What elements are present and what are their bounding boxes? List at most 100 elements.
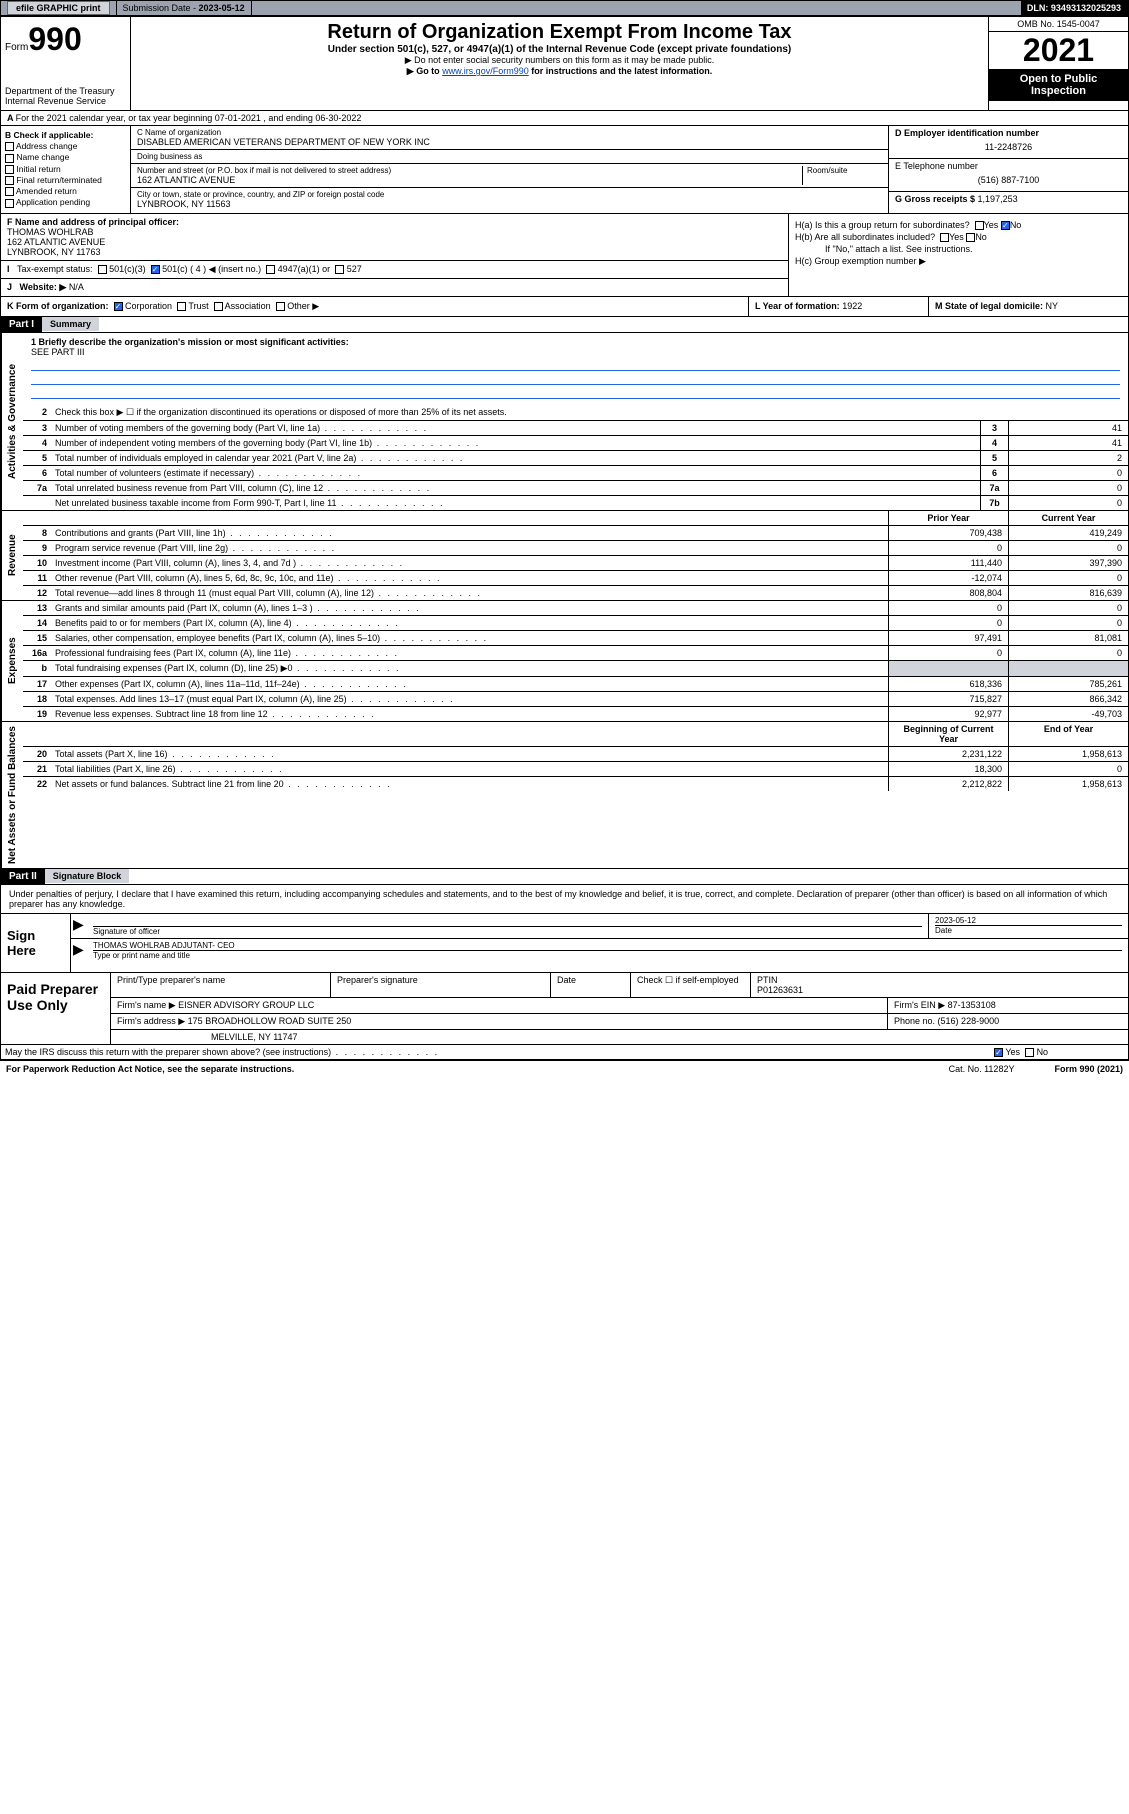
line-box: 5 [980,451,1008,465]
part2-title: Signature Block [45,869,130,883]
h-b: H(b) Are all subordinates included? [795,232,935,242]
addr-label: Number and street (or P.O. box if mail i… [137,166,802,175]
h-b-note: If "No," attach a list. See instructions… [795,244,1122,254]
side-governance: Activities & Governance [1,333,23,510]
form-subtitle: Under section 501(c), 527, or 4947(a)(1)… [135,44,984,55]
prep-selfemp: Check ☐ if self-employed [631,973,751,997]
prior-val: 709,438 [888,526,1008,540]
submission-date: 2023-05-12 [199,3,245,13]
chk-amended[interactable] [5,187,14,196]
chk-501c3[interactable] [98,265,107,274]
line-text: Total number of individuals employed in … [51,451,980,465]
line-text: Benefits paid to or for members (Part IX… [51,616,888,630]
chk-pending[interactable] [5,199,14,208]
chk-501c[interactable] [151,265,160,274]
chk-discuss-yes[interactable] [994,1048,1003,1057]
efile-button[interactable]: efile GRAPHIC print [7,1,110,15]
col-b-header: B Check if applicable: [5,130,126,140]
chk-final[interactable] [5,176,14,185]
city-label: City or town, state or province, country… [137,190,882,199]
officer-name: THOMAS WOHLRAB [7,227,94,237]
activities-section: Activities & Governance 1 Briefly descri… [0,333,1129,511]
foot-left: For Paperwork Reduction Act Notice, see … [6,1064,294,1074]
curr-val: 866,342 [1008,692,1128,706]
note2-post: for instructions and the latest informat… [529,66,713,76]
dept-line2: Internal Revenue Service [5,96,126,106]
foot-right: Form 990 (2021) [1054,1064,1123,1074]
firm-ph-lbl: Phone no. [894,1016,938,1026]
chk-hb-yes[interactable] [940,233,949,242]
chk-initial[interactable] [5,165,14,174]
note2-pre: ▶ Go to [407,66,442,76]
curr-val: 0 [1008,762,1128,776]
prior-val: 715,827 [888,692,1008,706]
curr-val: 397,390 [1008,556,1128,570]
org-name: DISABLED AMERICAN VETERANS DEPARTMENT OF… [137,137,882,147]
irs-link[interactable]: www.irs.gov/Form990 [442,66,529,76]
prior-val: 618,336 [888,677,1008,691]
line-val: 0 [1008,496,1128,510]
chk-trust[interactable] [177,302,186,311]
line-text: Investment income (Part VIII, column (A)… [51,556,888,570]
prep-sig-lbl: Preparer's signature [331,973,551,997]
chk-corp[interactable] [114,302,123,311]
chk-ha-no[interactable] [1001,221,1010,230]
side-revenue: Revenue [1,511,23,600]
inspect2: Inspection [1031,85,1086,97]
tax-status-label: Tax-exempt status: [17,264,93,274]
line2: Check this box ▶ ☐ if the organization d… [51,405,1128,420]
chk-other[interactable] [276,302,285,311]
expenses-section: Expenses 13Grants and similar amounts pa… [0,601,1129,722]
officer-label: F Name and address of principal officer: [7,217,179,227]
tax-year: 2021 [989,32,1128,69]
line-text: Total revenue—add lines 8 through 11 (mu… [51,586,888,600]
form-title: Return of Organization Exempt From Incom… [135,21,984,44]
line-val: 0 [1008,466,1128,480]
prep-name-lbl: Print/Type preparer's name [111,973,331,997]
chk-assoc[interactable] [214,302,223,311]
firm-ein-val: 87-1353108 [948,1000,996,1010]
line-text: Total assets (Part X, line 16) [51,747,888,761]
top-bar: efile GRAPHIC print Submission Date - 20… [0,0,1129,16]
h-a: H(a) Is this a group return for subordin… [795,220,970,230]
firm-name-lbl: Firm's name ▶ [117,1000,176,1010]
k-label: K Form of organization: [7,301,109,311]
line-text: Contributions and grants (Part VIII, lin… [51,526,888,540]
line-text: Net unrelated business taxable income fr… [51,496,980,510]
ein-value: 11-2248726 [895,138,1122,156]
discuss-label: May the IRS discuss this return with the… [1,1045,988,1059]
chk-527[interactable] [335,265,344,274]
sig-name-label: Type or print name and title [93,950,1122,960]
chk-discuss-no[interactable] [1025,1048,1034,1057]
line-a: For the 2021 calendar year, or tax year … [16,113,362,123]
row-klm: K Form of organization: Corporation Trus… [0,297,1129,317]
side-expenses: Expenses [1,601,23,721]
chk-4947[interactable] [266,265,275,274]
curr-val: 81,081 [1008,631,1128,645]
form-header: Form990 Department of the Treasury Inter… [0,16,1129,111]
line-text: Net assets or fund balances. Subtract li… [51,777,888,791]
preparer-label: Paid Preparer Use Only [1,973,111,1044]
line-text: Other revenue (Part VIII, column (A), li… [51,571,888,585]
ptin-val: P01263631 [757,985,803,995]
revenue-section: Revenue Prior YearCurrent Year 8Contribu… [0,511,1129,601]
section-bc: B Check if applicable: Address change Na… [0,126,1129,214]
omb-number: OMB No. 1545-0047 [989,17,1128,32]
curr-val: 785,261 [1008,677,1128,691]
chk-address[interactable] [5,142,14,151]
section-fk: F Name and address of principal officer:… [0,214,1129,297]
chk-ha-yes[interactable] [975,221,984,230]
preparer-block: Paid Preparer Use Only Print/Type prepar… [0,973,1129,1045]
h-c: H(c) Group exemption number ▶ [795,256,1122,267]
line-val: 0 [1008,481,1128,495]
chk-hb-no[interactable] [966,233,975,242]
mission-label: 1 Briefly describe the organization's mi… [31,337,1120,347]
curr-val: 419,249 [1008,526,1128,540]
inspect1: Open to Public [1020,73,1098,85]
curr-val: 1,958,613 [1008,777,1128,791]
prior-val: 111,440 [888,556,1008,570]
line-val: 41 [1008,436,1128,450]
curr-val: 816,639 [1008,586,1128,600]
chk-name[interactable] [5,154,14,163]
form-word: Form [5,42,28,53]
